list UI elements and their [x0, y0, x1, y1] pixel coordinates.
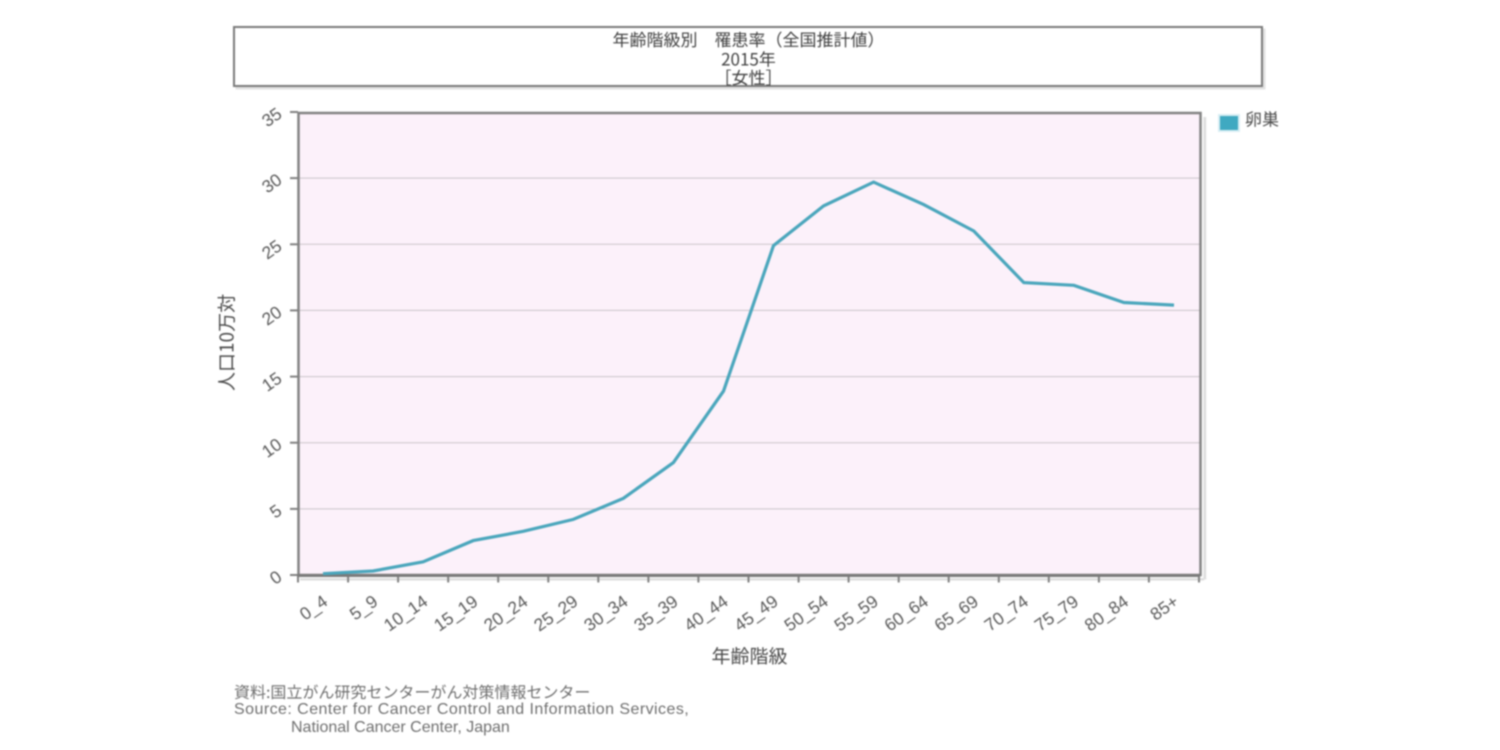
svg-text:75_79: 75_79 — [1031, 591, 1083, 636]
svg-text:0: 0 — [266, 566, 286, 588]
svg-text:55_59: 55_59 — [830, 591, 882, 636]
svg-text:30_34: 30_34 — [580, 591, 632, 636]
svg-text:35: 35 — [258, 103, 285, 131]
svg-text:25_29: 25_29 — [530, 591, 582, 636]
svg-text:5: 5 — [266, 500, 285, 522]
svg-text:85+: 85+ — [1146, 591, 1182, 624]
svg-text:20: 20 — [258, 302, 286, 330]
svg-text:0_4: 0_4 — [296, 591, 332, 625]
svg-text:60_64: 60_64 — [881, 591, 933, 636]
svg-text:10_14: 10_14 — [380, 591, 432, 636]
svg-text:5_9: 5_9 — [346, 591, 382, 625]
svg-text:50_54: 50_54 — [780, 591, 832, 636]
svg-text:45_49: 45_49 — [730, 591, 782, 636]
svg-text:15_19: 15_19 — [430, 591, 482, 636]
svg-text:25: 25 — [258, 236, 285, 264]
svg-text:65_69: 65_69 — [931, 591, 983, 636]
svg-text:70_74: 70_74 — [981, 591, 1033, 636]
svg-text:40_44: 40_44 — [680, 591, 732, 636]
svg-text:30: 30 — [258, 169, 286, 197]
svg-text:35_39: 35_39 — [630, 591, 682, 636]
svg-text:20_24: 20_24 — [480, 591, 532, 636]
svg-text:80_84: 80_84 — [1081, 591, 1133, 636]
svg-text:10: 10 — [258, 434, 286, 462]
svg-text:15: 15 — [258, 368, 285, 396]
